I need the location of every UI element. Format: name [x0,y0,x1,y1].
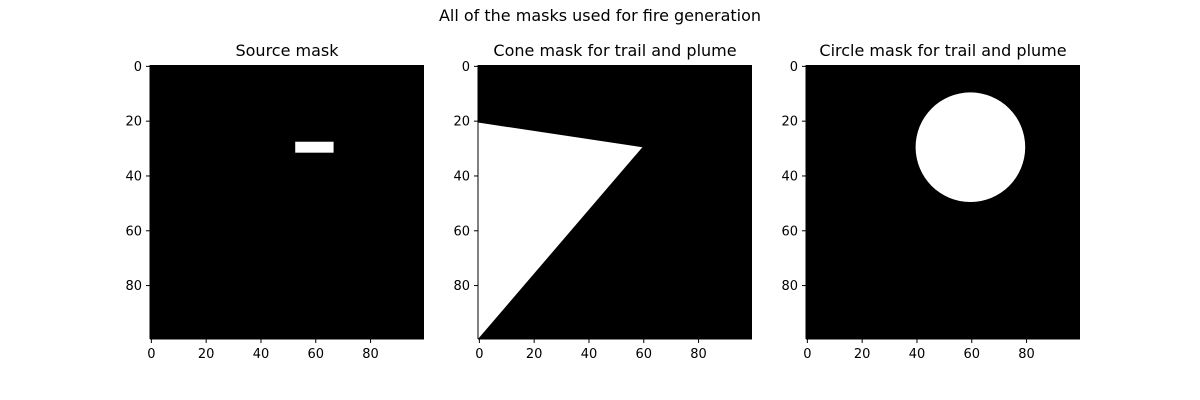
x-tick-label: 20 [854,347,871,362]
y-tick-label: 80 [781,279,798,294]
y-tick-label: 60 [781,224,798,239]
figure-title: All of the masks used for fire generatio… [438,6,762,25]
panel-3-title: Circle mask for trail and plume [819,41,1066,60]
x-tick-label: 80 [1018,347,1035,362]
x-tick-label: 60 [307,347,324,362]
x-tick-label: 80 [690,347,707,362]
source-mask-rectangle [295,141,334,153]
x-tick-label: 60 [635,347,652,362]
mask-panel-1-background [150,65,424,339]
x-tick-label: 20 [198,347,215,362]
y-tick-label: 0 [462,60,470,75]
y-tick-label: 0 [134,60,142,75]
x-tick-label: 0 [475,347,483,362]
y-tick-label: 40 [453,169,470,184]
y-tick-label: 60 [125,224,142,239]
y-tick-label: 0 [790,60,798,75]
x-tick-label: 40 [909,347,926,362]
circle-mask-disk [915,92,1026,202]
x-tick-label: 0 [803,347,811,362]
y-tick-label: 40 [781,169,798,184]
x-tick-label: 40 [253,347,270,362]
panel-1-title: Source mask [235,41,339,60]
y-tick-label: 40 [125,169,142,184]
y-tick-label: 20 [781,115,798,130]
y-tick-label: 80 [453,279,470,294]
y-tick-label: 60 [453,224,470,239]
y-tick-label: 80 [125,279,142,294]
x-tick-label: 20 [526,347,543,362]
y-tick-label: 20 [125,115,142,130]
cone-mask-triangle [478,122,643,339]
x-tick-label: 80 [362,347,379,362]
panel-2-title: Cone mask for trail and plume [493,41,736,60]
x-tick-label: 0 [147,347,155,362]
x-tick-label: 60 [963,347,980,362]
x-tick-label: 40 [581,347,598,362]
y-tick-label: 20 [453,115,470,130]
